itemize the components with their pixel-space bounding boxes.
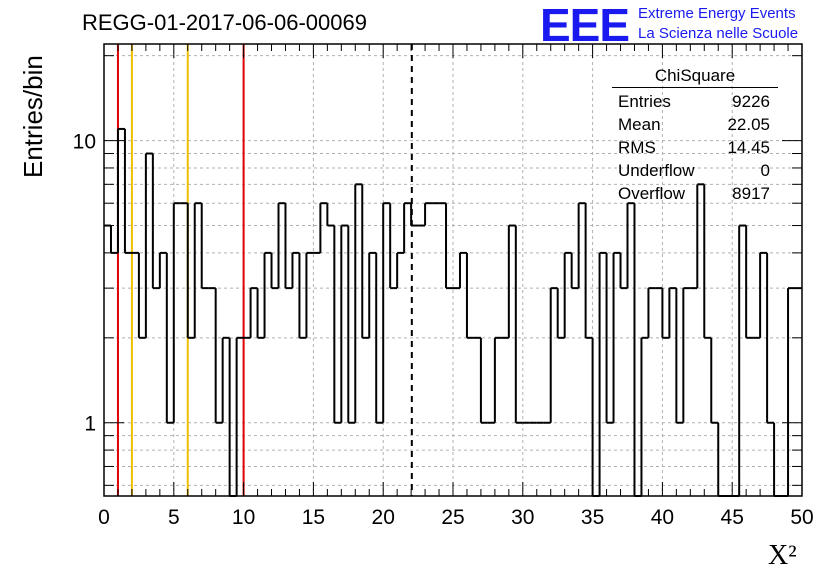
x-tick-label: 25: [441, 506, 464, 529]
logo-line-1: Extreme Energy Events: [638, 5, 796, 22]
eee-logo-mark: EEE: [540, 0, 630, 51]
stats-label: Overflow: [618, 184, 686, 203]
x-tick-label: 45: [721, 506, 744, 529]
stats-row: Entries 9226: [612, 90, 778, 113]
stats-label: Entries: [618, 92, 671, 111]
x-tick-label: 20: [372, 506, 395, 529]
y-tick-label: 10: [73, 131, 96, 154]
stats-label: Underflow: [618, 161, 695, 180]
tick-labels: 0 5 10 15 20 25 30 35 40 45 50 1 10: [73, 131, 814, 529]
x-axis-label: X²: [768, 540, 797, 571]
stats-value: 8917: [732, 184, 770, 203]
stats-label: RMS: [618, 138, 656, 157]
x-tick-label: 50: [790, 506, 813, 529]
x-tick-label: 35: [581, 506, 604, 529]
stats-value: 0: [760, 161, 770, 180]
x-tick-label: 30: [511, 506, 534, 529]
stats-value: 9226: [732, 92, 770, 111]
stats-box: ChiSquare Entries 9226 Mean 22.05 RMS 14.45…: [612, 66, 778, 205]
x-tick-label: 5: [168, 506, 180, 529]
x-tick-label: 40: [651, 506, 674, 529]
eee-logo-text: Extreme Energy Events La Scienza nelle S…: [638, 4, 798, 44]
axes: [103, 43, 803, 497]
stats-row: Overflow 8917: [612, 182, 778, 205]
chart-title: REGG-01-2017-06-06-00069: [82, 10, 367, 35]
x-tick-label: 0: [98, 506, 110, 529]
stats-row: Underflow 0: [612, 159, 778, 182]
stats-value: 14.45: [727, 138, 770, 157]
x-tick-label: 15: [302, 506, 325, 529]
stats-row: Mean 22.05: [612, 113, 778, 136]
y-tick-label: 1: [84, 413, 96, 436]
eee-logo: EEE Extreme Energy Events La Scienza nel…: [540, 0, 798, 51]
y-axis-label: Entries/bin: [18, 55, 48, 178]
stats-row: RMS 14.45: [612, 136, 778, 159]
plot-frame: [103, 43, 803, 497]
stats-value: 22.05: [727, 115, 770, 134]
stats-title: ChiSquare: [612, 66, 778, 88]
stats-label: Mean: [618, 115, 661, 134]
x-tick-label: 10: [232, 506, 255, 529]
logo-line-2: La Scienza nelle Scuole: [638, 25, 799, 42]
